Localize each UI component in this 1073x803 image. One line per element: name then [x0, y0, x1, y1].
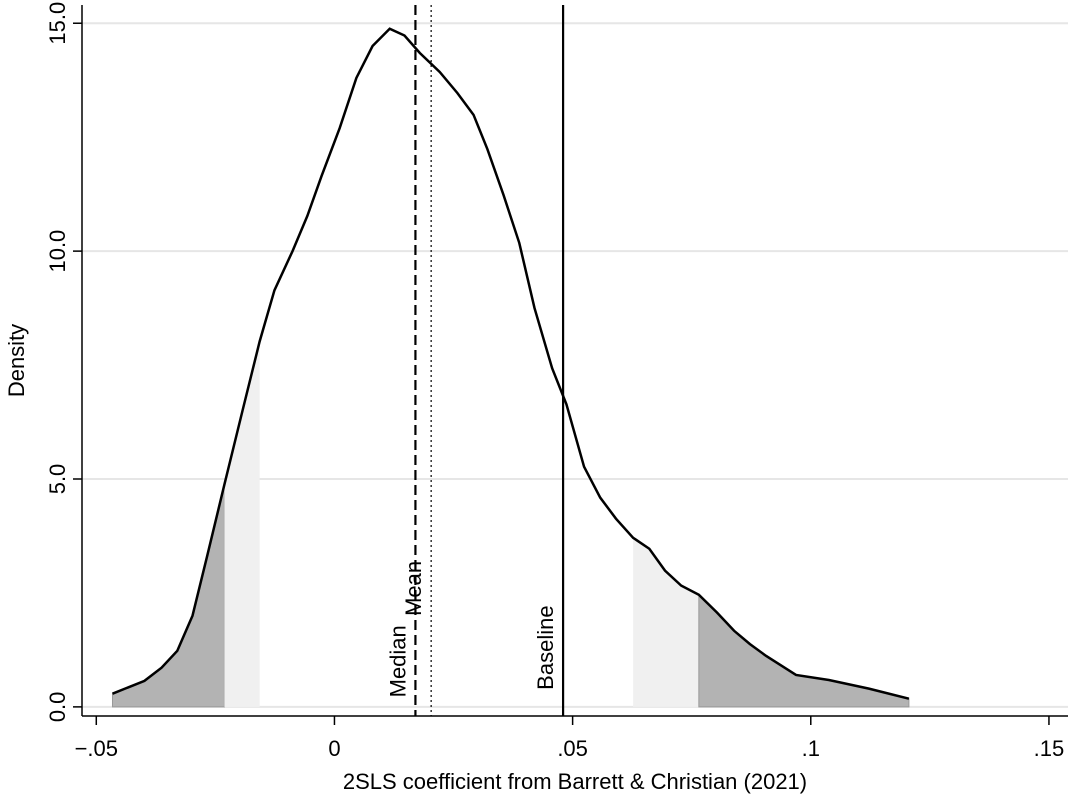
y-tick-label: 0.0	[45, 692, 70, 723]
y-tick-label: 15.0	[45, 2, 70, 45]
density-line	[112, 27, 910, 700]
reference-label: Median	[385, 625, 410, 697]
x-tick-label: −.05	[75, 736, 118, 761]
reference-label: Mean	[401, 561, 426, 616]
x-tick-label: .1	[802, 736, 820, 761]
x-axis-title: 2SLS coefficient from Barrett & Christia…	[343, 769, 807, 794]
shaded-region	[633, 537, 699, 707]
x-tick-label: .15	[1034, 736, 1065, 761]
x-tick-label: 0	[328, 736, 340, 761]
y-tick-label: 5.0	[45, 464, 70, 495]
y-axis-title: Density	[4, 324, 29, 397]
shaded-region	[111, 484, 225, 708]
x-tick-label: .05	[557, 736, 588, 761]
reference-label: Baseline	[533, 605, 558, 689]
shaded-region	[224, 341, 260, 707]
y-tick-label: 10.0	[45, 230, 70, 273]
